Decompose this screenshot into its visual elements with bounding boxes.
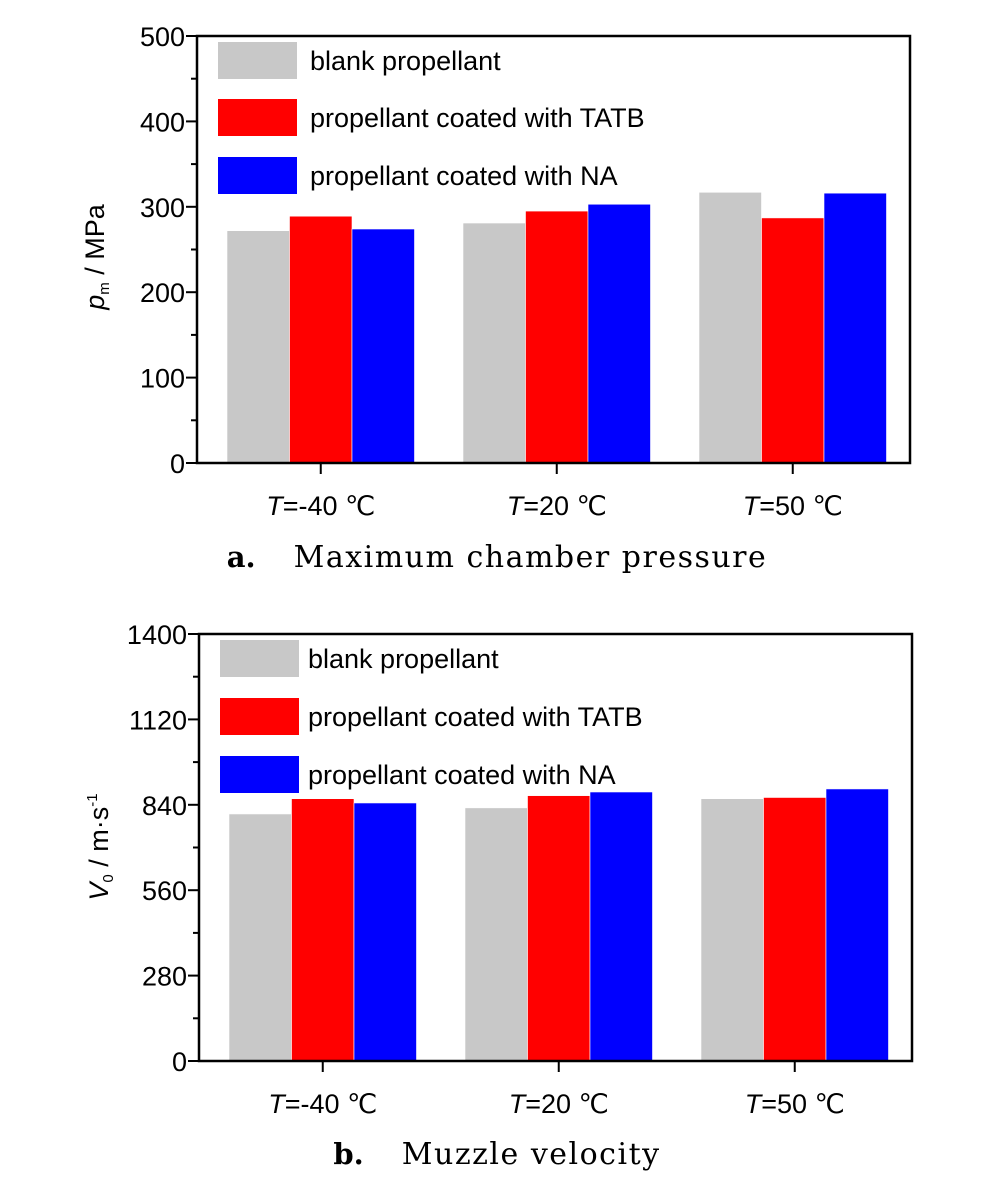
x-tick-label: T=50 ℃ (743, 491, 843, 521)
bar (525, 210, 589, 464)
legend-label: blank propellant (308, 644, 499, 674)
legend-swatch (218, 157, 297, 194)
y-axis: 0 100 200 300 400 500 (140, 22, 197, 479)
x-axis: T=-40 ℃ T=20 ℃ T=50 ℃ (266, 463, 843, 521)
y-tick-label: 200 (140, 278, 185, 308)
bar (228, 813, 292, 1062)
legend-swatch (220, 640, 299, 677)
y-axis-label: V0 / m·s-1 (84, 793, 117, 900)
y-tick-label: 0 (172, 1047, 187, 1077)
bar (587, 203, 651, 464)
legend-label: blank propellant (310, 46, 501, 76)
y-tick-label: 280 (142, 962, 187, 992)
legend-swatch (220, 756, 299, 793)
bar (761, 217, 825, 464)
bar (462, 222, 526, 464)
y-axis-label: pm / MPa (80, 203, 113, 311)
panel-a-maximum-chamber-pressure: 0 100 200 300 400 500 T=-40 ℃ T=20 ℃ T=50 ℃ bla… (80, 22, 912, 575)
legend-label: propellant coated with NA (310, 161, 618, 191)
bar (763, 797, 827, 1062)
y-axis: 0 280 560 840 1120 1400 (127, 620, 199, 1077)
bar (825, 788, 889, 1062)
bar (351, 228, 415, 464)
x-tick-label: T=-40 ℃ (266, 491, 375, 521)
legend-swatch (218, 99, 297, 136)
bar (289, 215, 353, 464)
panel-b-muzzle-velocity: 0 280 560 840 1120 1400 T=-40 ℃ T=20 ℃ T=50 ℃ b… (84, 620, 914, 1172)
y-tick-label: 840 (142, 791, 187, 821)
bar (464, 807, 528, 1062)
bar (823, 192, 887, 464)
legend-label: propellant coated with TATB (308, 702, 643, 732)
y-tick-label: 500 (140, 22, 185, 52)
bar (226, 230, 290, 464)
y-tick-label: 100 (140, 364, 185, 394)
legend-swatch (220, 698, 299, 735)
legend: blank propellant propellant coated with T… (218, 42, 645, 194)
x-tick-label: T=-40 ℃ (268, 1089, 377, 1119)
bar (353, 802, 417, 1062)
legend-label: propellant coated with TATB (310, 103, 645, 133)
y-tick-label: 400 (140, 107, 185, 137)
bar (291, 798, 355, 1062)
bar (589, 791, 653, 1062)
panel-caption: a. Maximum chamber pressure (227, 540, 768, 575)
legend-label: propellant coated with NA (308, 760, 616, 790)
legend: blank propellant propellant coated with T… (220, 640, 643, 793)
bar (527, 795, 591, 1062)
bar-group (226, 191, 887, 464)
bar-group (228, 788, 889, 1062)
y-tick-label: 1400 (127, 620, 187, 650)
bar (698, 191, 762, 464)
legend-swatch (218, 42, 297, 79)
bar (700, 798, 764, 1062)
y-tick-label: 0 (170, 449, 185, 479)
y-tick-label: 560 (142, 876, 187, 906)
x-tick-label: T=20 ℃ (509, 1089, 609, 1119)
y-tick-label: 1120 (129, 705, 187, 735)
x-tick-label: T=20 ℃ (507, 491, 607, 521)
x-axis: T=-40 ℃ T=20 ℃ T=50 ℃ (268, 1061, 845, 1119)
y-tick-label: 300 (140, 193, 185, 223)
x-tick-label: T=50 ℃ (745, 1089, 845, 1119)
panel-caption: b. Muzzle velocity (333, 1137, 660, 1172)
